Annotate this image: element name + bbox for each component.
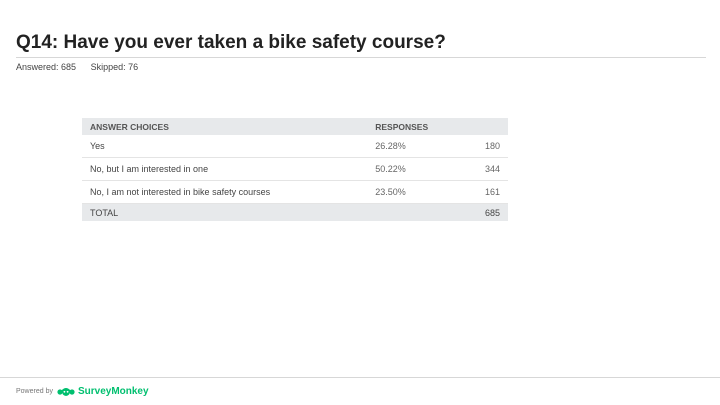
total-label: TOTAL xyxy=(82,203,368,221)
response-percent: 26.28% xyxy=(367,135,451,158)
answer-choices-header: ANSWER CHOICES xyxy=(82,118,368,135)
answer-choice-label: No, but I am interested in one xyxy=(82,157,368,181)
responses-count-header xyxy=(450,118,508,135)
response-count: 161 xyxy=(450,180,508,204)
total-count: 685 xyxy=(450,203,508,221)
response-percent: 50.22% xyxy=(367,157,451,181)
answered-count: Answered: 685 xyxy=(16,62,77,72)
total-spacer xyxy=(367,203,451,221)
footer: Powered by SurveyMonkey xyxy=(16,385,149,397)
response-percent: 23.50% xyxy=(367,180,451,204)
response-summary: Answered: 685 Skipped: 76 xyxy=(16,62,138,72)
question-title: Q14: Have you ever taken a bike safety c… xyxy=(16,32,446,53)
response-count: 344 xyxy=(450,157,508,181)
table-row: No, I am not interested in bike safety c… xyxy=(82,180,508,204)
table-header-row: ANSWER CHOICES RESPONSES xyxy=(82,118,508,135)
table-row: No, but I am interested in one 50.22% 34… xyxy=(82,157,508,181)
skipped-count: Skipped: 76 xyxy=(90,62,139,72)
footer-divider xyxy=(0,377,720,378)
total-row: TOTAL 685 xyxy=(82,203,508,221)
surveymonkey-brand[interactable]: SurveyMonkey xyxy=(77,385,149,397)
responses-header: RESPONSES xyxy=(367,118,451,135)
response-count: 180 xyxy=(450,135,508,158)
title-divider xyxy=(16,57,706,58)
answer-choice-label: No, I am not interested in bike safety c… xyxy=(82,180,368,204)
table-row: Yes 26.28% 180 xyxy=(82,135,508,158)
answer-choice-label: Yes xyxy=(82,135,368,158)
results-table: ANSWER CHOICES RESPONSES Yes 26.28% 180 … xyxy=(82,118,508,221)
powered-by-label: Powered by xyxy=(16,387,53,395)
surveymonkey-logo-icon xyxy=(57,388,75,396)
